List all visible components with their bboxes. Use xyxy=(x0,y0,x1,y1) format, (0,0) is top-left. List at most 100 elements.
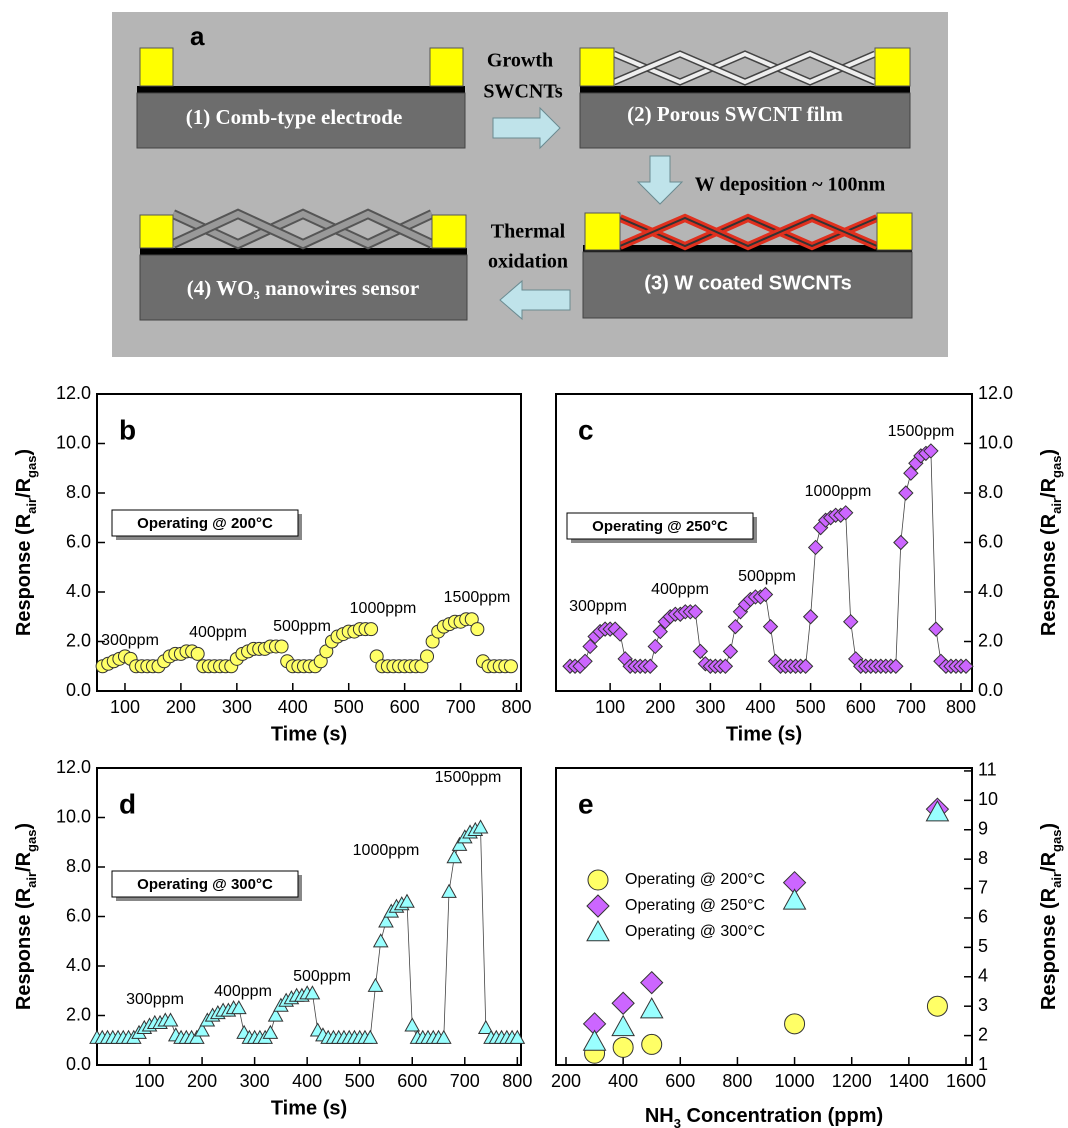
y-axis-title: Response (Rair/Rgas) xyxy=(1038,449,1064,636)
electrode-pad xyxy=(876,212,913,251)
y-axis-title-part: air xyxy=(1049,872,1064,888)
x-tick-label: 600 xyxy=(665,1071,695,1091)
panel-label: b xyxy=(119,414,136,445)
x-tick-label: 400 xyxy=(292,1071,322,1091)
diagram: a (1) Comb-type electrode Growth SWCNTs … xyxy=(112,12,948,357)
data-point xyxy=(727,618,744,635)
annotation: 1000ppm xyxy=(353,842,420,859)
x-tick-label: 600 xyxy=(846,697,876,717)
x-axis-title: Time (s) xyxy=(271,1097,347,1119)
data-point xyxy=(687,604,704,620)
plot-frame xyxy=(96,393,522,692)
y-axis-title: Response (Rair/Rgas) xyxy=(13,449,39,636)
data-point xyxy=(262,1024,279,1039)
x-tick-label: 600 xyxy=(390,697,420,717)
arrow-label: SWCNTs xyxy=(483,81,563,103)
y-tick-label: 8.0 xyxy=(978,482,1003,502)
arrow-label: Thermal xyxy=(491,221,566,243)
data-point xyxy=(612,626,628,642)
data-point xyxy=(843,613,859,630)
substrate-strip xyxy=(140,248,467,255)
y-axis-title-part: Response (R xyxy=(1038,513,1060,636)
data-point xyxy=(925,800,950,822)
data-point xyxy=(641,1033,663,1055)
y-tick-label: 8 xyxy=(978,848,988,868)
y-tick-label: 1 xyxy=(978,1054,988,1074)
annotation: 1000ppm xyxy=(350,600,417,617)
data-point xyxy=(362,1029,379,1044)
y-tick-label: 2.0 xyxy=(66,630,91,650)
data-point xyxy=(717,658,734,674)
y-axis-title-part: /R xyxy=(13,477,35,498)
data-point xyxy=(797,658,814,674)
y-tick-label: 6.0 xyxy=(66,905,91,925)
y-axis-title-part: /R xyxy=(13,851,35,872)
x-tick-label: 300 xyxy=(222,697,252,717)
x-axis-title: Time (s) xyxy=(271,723,347,745)
y-axis-title-part: air xyxy=(1049,498,1064,514)
data-point xyxy=(509,1029,526,1044)
annotation: 400ppm xyxy=(651,581,709,598)
data-point xyxy=(782,888,807,910)
step-label: (1) Comb-type electrode xyxy=(186,105,403,129)
data-point xyxy=(477,1019,494,1034)
y-axis-title-part: ) xyxy=(13,823,35,830)
annotation: 400ppm xyxy=(214,983,272,1000)
step-label: (3) W coated SWCNTs xyxy=(644,272,851,294)
y-axis-title-part: /R xyxy=(1038,477,1060,498)
y-tick-label: 8.0 xyxy=(66,482,91,502)
y-axis-title-part: ) xyxy=(13,449,35,456)
electrode-pad xyxy=(584,212,621,251)
x-tick-label: 1000 xyxy=(775,1071,815,1091)
annotation: 300ppm xyxy=(126,991,184,1008)
data-point xyxy=(958,658,974,674)
data-point xyxy=(611,991,635,1015)
coated-nanotubes xyxy=(618,213,879,251)
data-point xyxy=(231,1000,247,1015)
y-tick-label: 6.0 xyxy=(978,531,1003,551)
annotation: 400ppm xyxy=(189,624,247,641)
data-point xyxy=(611,1014,635,1037)
x-tick-label: 200 xyxy=(187,1071,217,1091)
data-point xyxy=(807,539,824,556)
y-axis-title-part: gas xyxy=(24,456,39,478)
x-axis-title: Time (s) xyxy=(726,723,802,745)
y-tick-label: 10.0 xyxy=(56,432,91,452)
data-point xyxy=(923,443,939,459)
x-tick-label: 800 xyxy=(502,1071,532,1091)
data-point xyxy=(441,883,457,898)
data-point xyxy=(926,995,948,1017)
x-tick-label: 400 xyxy=(745,697,775,717)
legend-marker xyxy=(586,894,610,918)
y-tick-label: 10 xyxy=(978,789,998,809)
data-line xyxy=(570,450,966,667)
data-point xyxy=(582,1029,607,1051)
x-tick-label: 400 xyxy=(278,697,308,717)
substrate-strip xyxy=(580,86,910,93)
y-tick-label: 4.0 xyxy=(978,581,1003,601)
data-point xyxy=(577,653,593,670)
nanowires xyxy=(170,208,435,250)
data-point xyxy=(903,465,919,481)
data-point xyxy=(612,1036,634,1058)
annotation: 500ppm xyxy=(738,568,796,585)
substrate-strip xyxy=(137,86,465,93)
y-axis-title: Response (Rair/Rgas) xyxy=(13,823,39,1010)
data-point xyxy=(435,1029,452,1044)
panel-label: e xyxy=(578,788,594,819)
arrow-label: oxidation xyxy=(488,251,568,273)
y-tick-label: 8.0 xyxy=(66,856,91,876)
data-point xyxy=(503,659,518,674)
electrode-pad xyxy=(874,47,911,87)
data-point xyxy=(420,649,435,664)
note-box xyxy=(111,509,299,537)
y-tick-label: 0.0 xyxy=(978,680,1003,700)
arrow xyxy=(636,155,684,205)
note: Operating @ 300°C xyxy=(137,876,273,893)
y-tick-label: 12.0 xyxy=(56,757,91,777)
annotation: 1000ppm xyxy=(805,483,872,500)
x-tick-label: 1200 xyxy=(832,1071,872,1091)
x-tick-label: 100 xyxy=(110,697,140,717)
x-tick-label: 800 xyxy=(502,697,532,717)
